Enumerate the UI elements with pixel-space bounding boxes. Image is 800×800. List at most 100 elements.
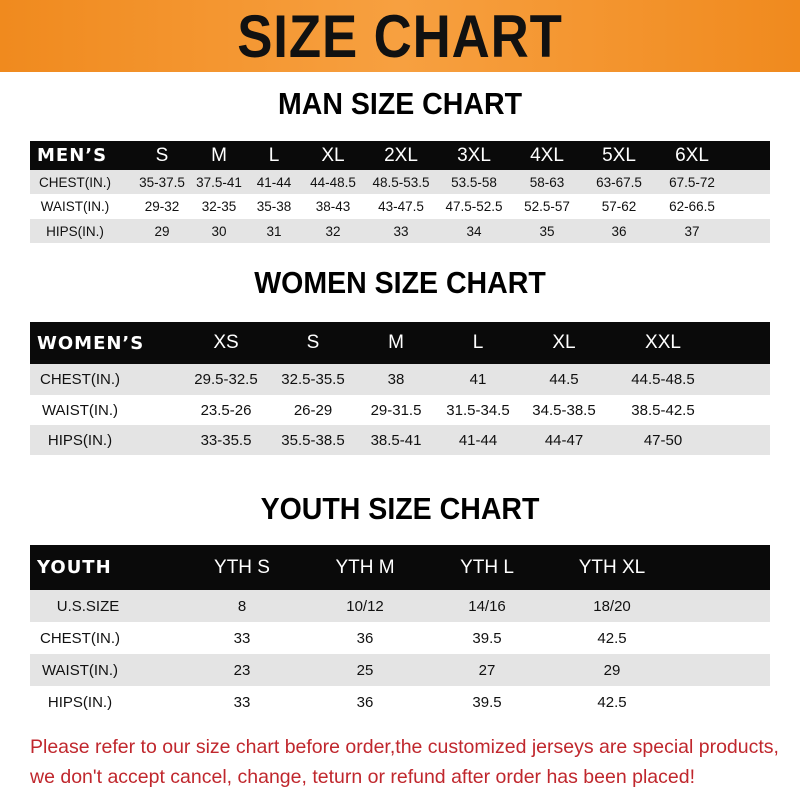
measurement-label: U.S.SIZE [56, 597, 120, 615]
table-cell: 33 [393, 223, 409, 239]
table-cell: 32.5-35.5 [281, 371, 345, 388]
table-cell: 32 [325, 223, 341, 239]
table-row: CHEST(IN.) 35-37.5 37.5-41 41-44 44-48.5 48.5… [30, 170, 770, 194]
size-column-header: 5XL [602, 144, 636, 166]
size-column-header: 4XL [530, 144, 564, 166]
size-column-header: L [472, 332, 484, 353]
table-row: WAIST(IN.) 29-32 32-35 35-38 38-43 43-47.5 47.… [30, 194, 770, 219]
measurement-label: WAIST(IN.) [41, 401, 119, 419]
table-cell: 57-62 [601, 199, 637, 214]
table-cell: 47-50 [643, 431, 683, 449]
table-cell: 31.5-34.5 [446, 401, 510, 419]
table-cell: 35-38 [256, 199, 292, 214]
table-row: CHEST(IN.) 29.5-32.5 32.5-35.5 38 41 44.5 44.5… [30, 364, 770, 395]
table-cell: 41-44 [458, 431, 498, 449]
size-column-header: XL [321, 144, 345, 166]
table-cell: 44.5-48.5 [631, 371, 695, 388]
size-column-header: XXL [645, 332, 681, 353]
size-column-header: YTH M [335, 556, 395, 578]
table-cell: 36 [356, 629, 374, 647]
table-cell: 36 [356, 693, 374, 711]
men-size-table: MEN’S S M L XL 2XL 3XL 4XL 5XL 6XL CHEST(IN.) 35-37… [30, 141, 770, 243]
measurement-label: CHEST(IN.) [39, 174, 111, 190]
size-column-header: YTH XL [578, 556, 646, 578]
table-row: HIPS(IN.) 33 36 39.5 42.5 [30, 686, 770, 718]
table-cell: 34 [466, 223, 482, 239]
page-title: SIZE CHART [237, 3, 563, 70]
measurement-label: WAIST(IN.) [41, 661, 119, 679]
size-column-header: YTH S [214, 556, 270, 578]
size-column-header: M [211, 144, 227, 166]
table-cell: 44-47 [544, 431, 584, 449]
table-cell: 26-29 [293, 401, 333, 419]
measurement-label: HIPS(IN.) [46, 223, 104, 239]
table-cell: 41-44 [256, 174, 292, 190]
measurement-label: HIPS(IN.) [47, 693, 113, 711]
table-cell: 48.5-53.5 [372, 174, 430, 190]
table-cell: 58-63 [529, 174, 565, 190]
women-size-table: WOMEN’S XS S M L XL XXL CHEST(IN.) 29.5-32.5 32.5… [30, 322, 770, 455]
size-column-header: XS [213, 332, 239, 353]
table-cell: 23 [233, 661, 251, 679]
women-header-label: WOMEN’S [37, 332, 145, 354]
table-cell: 29.5-32.5 [194, 371, 258, 388]
table-cell: 42.5 [597, 693, 627, 711]
table-cell: 32-35 [201, 199, 237, 214]
table-cell: 29 [603, 661, 621, 679]
women-header-row: WOMEN’S XS S M L XL XXL [30, 322, 770, 364]
measurement-label: CHEST(IN.) [40, 629, 120, 647]
table-cell: 29-32 [144, 199, 180, 214]
men-header-row: MEN’S S M L XL 2XL 3XL 4XL 5XL 6XL [30, 141, 770, 170]
table-cell: 38 [387, 371, 405, 388]
table-cell: 23.5-26 [200, 401, 252, 419]
table-cell: 47.5-52.5 [445, 199, 503, 214]
size-column-header: 6XL [675, 144, 709, 166]
table-cell: 8 [237, 597, 247, 615]
men-header-label: MEN’S [37, 145, 108, 166]
table-cell: 33 [233, 629, 251, 647]
table-cell: 38.5-42.5 [631, 401, 695, 419]
table-cell: 18/20 [593, 597, 631, 615]
table-cell: 37.5-41 [196, 174, 242, 190]
table-cell: 37 [684, 223, 700, 239]
table-row: WAIST(IN.) 23.5-26 26-29 29-31.5 31.5-34.5 34… [30, 395, 770, 425]
measurement-label: HIPS(IN.) [47, 431, 113, 449]
table-cell: 38.5-41 [370, 431, 422, 449]
table-row: WAIST(IN.) 23 25 27 29 [30, 654, 770, 686]
table-cell: 67.5-72 [669, 174, 715, 190]
table-cell: 31 [266, 223, 282, 239]
table-cell: 62-66.5 [669, 199, 715, 214]
table-cell: 53.5-58 [451, 174, 497, 190]
men-section-title: MAN SIZE CHART [277, 86, 523, 121]
table-row: HIPS(IN.) 29 30 31 32 33 34 35 36 37 [30, 219, 770, 243]
table-cell: 29 [154, 223, 170, 239]
women-section-title: WOMEN SIZE CHART [254, 265, 546, 300]
youth-header-row: YOUTH YTH S YTH M YTH L YTH XL [30, 545, 770, 590]
table-cell: 38-43 [315, 199, 351, 214]
size-column-header: 3XL [457, 144, 491, 166]
table-cell: 41 [469, 371, 487, 388]
table-cell: 44.5 [549, 371, 579, 388]
size-column-header: S [306, 332, 320, 353]
table-cell: 30 [211, 223, 227, 239]
table-cell: 25 [356, 661, 374, 679]
youth-header-label: YOUTH [37, 557, 112, 578]
table-cell: 44-48.5 [310, 174, 356, 190]
table-cell: 34.5-38.5 [532, 401, 596, 419]
measurement-label: WAIST(IN.) [40, 199, 110, 214]
size-column-header: YTH L [460, 556, 514, 578]
table-row: U.S.SIZE 8 10/12 14/16 18/20 [30, 590, 770, 622]
table-row: HIPS(IN.) 33-35.5 35.5-38.5 38.5-41 41-44 44-… [30, 425, 770, 455]
table-cell: 33-35.5 [200, 431, 252, 449]
table-cell: 10/12 [346, 597, 384, 615]
table-row: CHEST(IN.) 33 36 39.5 42.5 [30, 622, 770, 654]
table-cell: 52.5-57 [524, 199, 570, 214]
table-cell: 33 [233, 693, 251, 711]
table-cell: 35-37.5 [139, 174, 185, 190]
table-cell: 29-31.5 [370, 401, 422, 419]
size-column-header: L [268, 144, 280, 166]
table-cell: 36 [611, 223, 627, 239]
table-cell: 39.5 [472, 629, 502, 647]
table-cell: 43-47.5 [378, 199, 424, 214]
measurement-label: CHEST(IN.) [40, 371, 120, 388]
